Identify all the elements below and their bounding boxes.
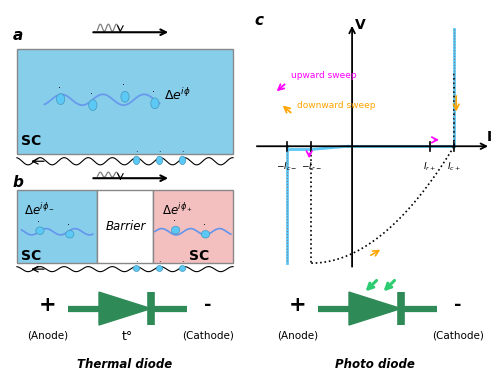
Text: (Cathode): (Cathode) xyxy=(432,330,484,340)
Bar xyxy=(152,190,233,263)
Text: ·: · xyxy=(158,258,161,267)
Text: $\Delta e^{i\phi_+}$: $\Delta e^{i\phi_+}$ xyxy=(162,202,192,218)
Text: SC: SC xyxy=(22,134,42,148)
Text: ·: · xyxy=(58,83,61,93)
Bar xyxy=(17,190,98,263)
Text: ·: · xyxy=(37,217,40,227)
Text: upward sweep: upward sweep xyxy=(291,71,356,80)
Circle shape xyxy=(66,231,74,238)
Circle shape xyxy=(202,231,209,238)
Circle shape xyxy=(36,227,44,234)
Text: ·: · xyxy=(135,258,138,267)
Text: I: I xyxy=(487,130,492,144)
Circle shape xyxy=(151,98,159,109)
Text: SC: SC xyxy=(190,249,210,263)
Circle shape xyxy=(121,92,129,102)
Text: ·: · xyxy=(90,89,93,99)
Text: ·: · xyxy=(173,216,176,226)
Text: V: V xyxy=(355,18,366,32)
Text: ·: · xyxy=(135,148,138,157)
Circle shape xyxy=(88,100,97,111)
Text: ·: · xyxy=(152,87,156,97)
Text: $-I_{c-}$: $-I_{c-}$ xyxy=(276,160,297,172)
Text: (Cathode): (Cathode) xyxy=(182,330,234,340)
Text: a: a xyxy=(12,28,22,43)
Text: c: c xyxy=(254,13,263,28)
Text: $\Delta e^{i\phi_-}$: $\Delta e^{i\phi_-}$ xyxy=(24,202,54,218)
Text: $\Delta e^{i\phi}$: $\Delta e^{i\phi}$ xyxy=(164,87,191,103)
Circle shape xyxy=(172,226,179,234)
Text: Barrier: Barrier xyxy=(106,220,146,233)
Text: -: - xyxy=(454,296,462,314)
Text: (Anode): (Anode) xyxy=(277,330,318,340)
Text: downward sweep: downward sweep xyxy=(297,101,376,110)
Text: b: b xyxy=(12,175,23,190)
Circle shape xyxy=(180,266,186,272)
Polygon shape xyxy=(349,292,401,325)
Text: ·: · xyxy=(203,220,206,230)
Text: Thermal diode: Thermal diode xyxy=(78,358,172,371)
Text: -: - xyxy=(204,296,212,314)
Bar xyxy=(17,49,233,154)
Text: $I_{c+}$: $I_{c+}$ xyxy=(447,160,461,172)
Text: t°: t° xyxy=(122,330,133,343)
Text: ·: · xyxy=(181,258,184,267)
Text: (Anode): (Anode) xyxy=(27,330,68,340)
Bar xyxy=(98,190,152,263)
Text: +: + xyxy=(38,295,56,315)
Text: Photo diode: Photo diode xyxy=(335,358,415,371)
Circle shape xyxy=(56,94,64,105)
Circle shape xyxy=(156,266,162,272)
Circle shape xyxy=(156,156,162,165)
Text: ·: · xyxy=(67,220,70,230)
Text: +: + xyxy=(288,295,306,315)
Text: ·: · xyxy=(122,80,126,90)
Text: ·: · xyxy=(181,148,184,157)
Polygon shape xyxy=(99,292,151,325)
Text: ·: · xyxy=(158,148,161,157)
Text: $-I_{r-}$: $-I_{r-}$ xyxy=(301,160,322,172)
Text: $I_{r+}$: $I_{r+}$ xyxy=(423,160,436,172)
Circle shape xyxy=(180,156,186,165)
Circle shape xyxy=(134,156,140,165)
Text: SC: SC xyxy=(22,249,42,263)
Circle shape xyxy=(134,266,140,272)
